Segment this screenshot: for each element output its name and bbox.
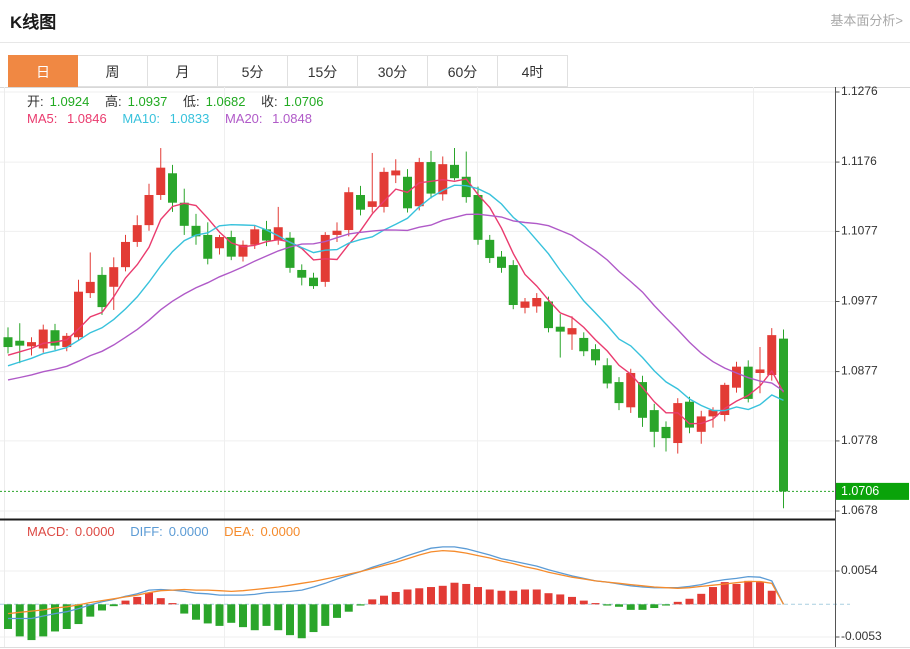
price-axis-label: 1.0678 [841,503,878,517]
tab-7[interactable]: 4时 [498,55,568,87]
diff-line [8,546,785,620]
open-label: 开: 1.0924 [27,94,90,109]
title-divider [0,42,910,43]
tab-1[interactable]: 周 [78,55,148,87]
price-axis-label: 1.1077 [841,224,878,238]
tab-0[interactable]: 日 [8,55,78,87]
ma5-line [7,178,785,425]
macd-bars-group [4,580,776,641]
ma20-line [7,213,784,392]
macd-value: MACD: 0.0000 [27,524,115,539]
low-value: 1.0682 [205,94,246,109]
tab-4[interactable]: 15分 [288,55,358,87]
tab-2[interactable]: 月 [148,55,218,87]
macd-legend: MACD: 0.0000 DIFF: 0.0000 DEA: 0.0000 [27,524,312,539]
candles-group [3,148,788,509]
diff-value: DIFF: 0.0000 [130,524,209,539]
low-label: 低: 1.0682 [183,94,246,109]
page-title: K线图 [10,13,57,32]
fundamental-analysis-link[interactable]: 基本面分析> [830,13,903,28]
price-axis-label: 1.1176 [841,154,877,168]
close-value: 1.0706 [283,94,324,109]
ohlc-legend: 开: 1.0924 高: 1.0937 低: 1.0682 收: 1.0706 [27,91,335,110]
ma20-legend: MA20: 1.0848 [224,111,312,126]
price-axis-label: 1.0877 [841,364,878,378]
price-axis-label: 1.0977 [841,294,878,308]
ma5-legend: MA5: 1.0846 [27,111,107,126]
open-value: 1.0924 [49,94,90,109]
ma10-legend: MA10: 1.0833 [122,111,210,126]
high-label: 高: 1.0937 [105,94,168,109]
current-price-badge [836,482,909,500]
macd-axis-label: 0.0054 [841,563,878,577]
tab-6[interactable]: 60分 [428,55,498,87]
ma-legend: MA5: 1.0846 MA10: 1.0833 MA20: 1.0848 [27,111,324,126]
high-value: 1.0937 [127,94,168,109]
ma10-line [7,184,784,412]
price-axis-label: 1.0778 [841,433,878,447]
macd-axis-label: -0.0053 [841,629,882,643]
dea-value: DEA: 0.0000 [224,524,301,539]
gridlines [0,87,835,647]
current-price-badge-text: 1.0706 [841,484,879,498]
tabstrip-divider [0,87,910,88]
close-label: 收: 1.0706 [261,94,324,109]
tab-3[interactable]: 5分 [218,55,288,87]
tab-5[interactable]: 30分 [358,55,428,87]
price-axis-label: 1.1276 [841,84,878,98]
dea-line [7,549,785,615]
period-tabs: 日周月 5分 15分 30分 60分 4时 [8,55,568,87]
